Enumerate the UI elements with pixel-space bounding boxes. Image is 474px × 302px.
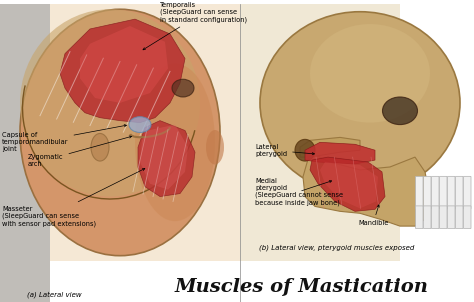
- Ellipse shape: [20, 9, 200, 197]
- FancyBboxPatch shape: [464, 176, 471, 209]
- FancyBboxPatch shape: [416, 176, 423, 209]
- Polygon shape: [320, 162, 378, 208]
- Polygon shape: [140, 125, 188, 190]
- Ellipse shape: [91, 133, 109, 161]
- Text: Capsule of
temporomandibular
joint: Capsule of temporomandibular joint: [2, 124, 127, 152]
- Ellipse shape: [129, 117, 151, 133]
- Text: Temporalis
(SleepGuard can sense
in standard configuration): Temporalis (SleepGuard can sense in stan…: [143, 2, 247, 50]
- Polygon shape: [305, 142, 375, 164]
- Ellipse shape: [310, 24, 430, 123]
- Bar: [0, 4, 474, 22]
- Text: (b) Lateral view, pterygoid muscles exposed: (b) Lateral view, pterygoid muscles expo…: [259, 244, 414, 251]
- Text: Masseter
(SleepGuard can sense
with sensor pad extensions): Masseter (SleepGuard can sense with sens…: [2, 169, 145, 227]
- FancyBboxPatch shape: [431, 176, 439, 209]
- FancyBboxPatch shape: [447, 206, 455, 229]
- Ellipse shape: [172, 79, 194, 97]
- FancyBboxPatch shape: [456, 176, 463, 209]
- Text: Lateral
pterygoid: Lateral pterygoid: [255, 144, 314, 157]
- Polygon shape: [80, 26, 168, 103]
- FancyBboxPatch shape: [439, 176, 447, 209]
- Ellipse shape: [260, 12, 460, 194]
- Polygon shape: [60, 19, 185, 123]
- Bar: [400, 4, 474, 302]
- Bar: [240, 4, 474, 261]
- FancyBboxPatch shape: [447, 176, 455, 209]
- Ellipse shape: [135, 63, 215, 221]
- FancyBboxPatch shape: [416, 206, 423, 229]
- FancyBboxPatch shape: [456, 206, 463, 229]
- Ellipse shape: [206, 130, 224, 165]
- Text: Zygomatic
arch: Zygomatic arch: [28, 136, 132, 167]
- FancyBboxPatch shape: [423, 176, 431, 209]
- Polygon shape: [303, 152, 430, 226]
- Bar: [0, 4, 50, 302]
- FancyBboxPatch shape: [464, 206, 471, 229]
- Ellipse shape: [295, 139, 315, 161]
- Ellipse shape: [383, 97, 418, 125]
- Text: Muscles of Mastication: Muscles of Mastication: [174, 278, 428, 296]
- Bar: [0, 4, 240, 261]
- FancyBboxPatch shape: [423, 206, 431, 229]
- Polygon shape: [300, 137, 360, 157]
- Polygon shape: [138, 120, 195, 197]
- FancyBboxPatch shape: [439, 206, 447, 229]
- FancyBboxPatch shape: [431, 206, 439, 229]
- Ellipse shape: [20, 9, 220, 256]
- Text: Mandible: Mandible: [358, 205, 388, 226]
- Text: Medial
pterygoid
(SleepGuard cannot sense
because inside jaw bone): Medial pterygoid (SleepGuard cannot sens…: [255, 178, 343, 206]
- Text: (a) Lateral view: (a) Lateral view: [27, 292, 82, 298]
- Polygon shape: [310, 157, 385, 211]
